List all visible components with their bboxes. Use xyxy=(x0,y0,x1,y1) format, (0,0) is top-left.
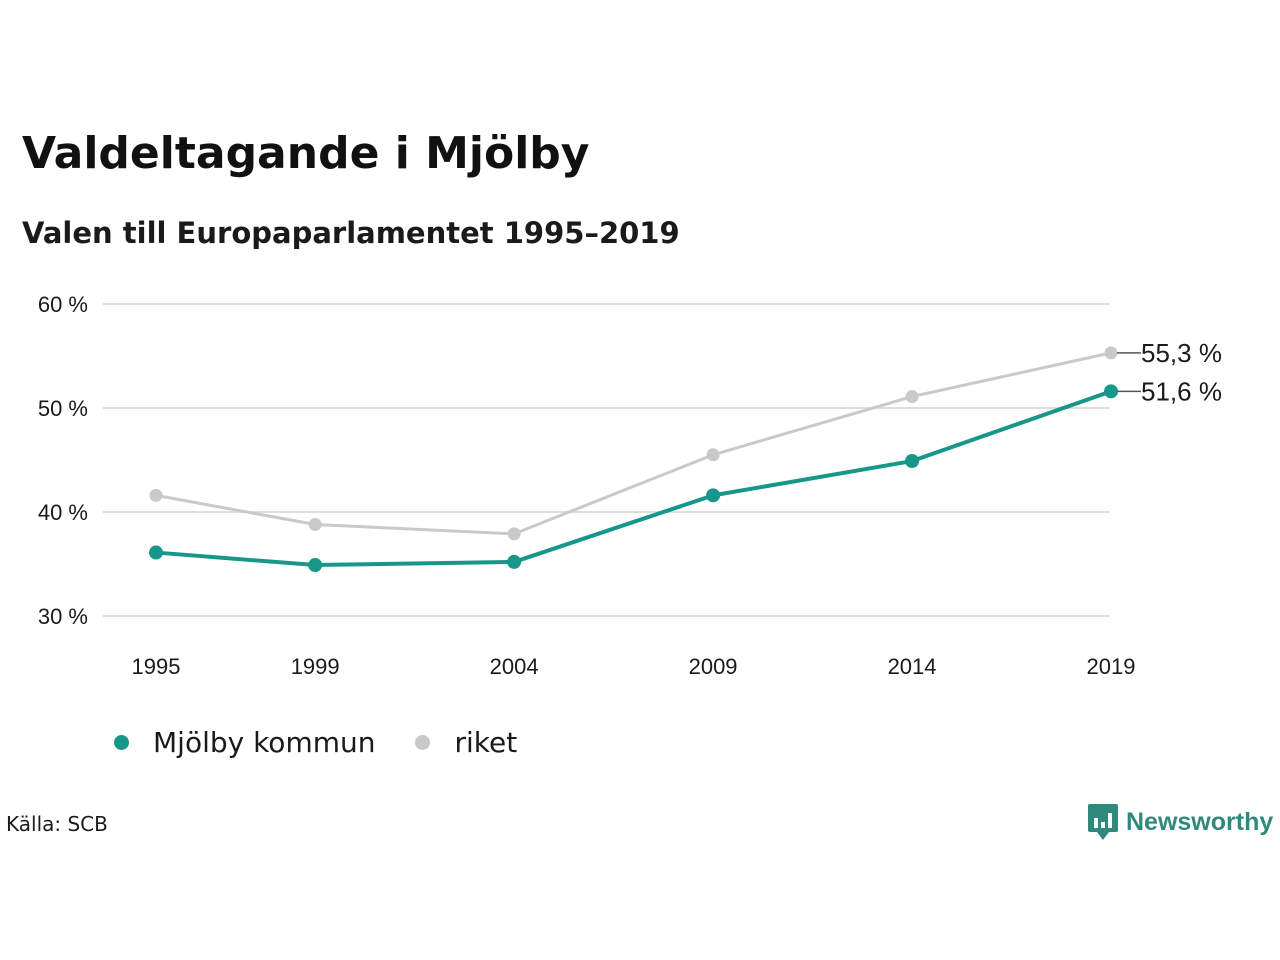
end-label-riket: 55,3 % xyxy=(1141,338,1222,368)
newsworthy-logo-icon xyxy=(1088,804,1118,840)
point-mjolby-2004 xyxy=(507,554,522,569)
legend-dot-mjolby xyxy=(114,735,129,750)
point-riket-1995 xyxy=(149,488,163,502)
point-riket-2014 xyxy=(905,390,919,404)
point-riket-2019 xyxy=(1104,346,1118,360)
end-label-mjolby: 51,6 % xyxy=(1141,376,1222,406)
brand-name: Newsworthy xyxy=(1126,807,1274,836)
legend-label-mjolby: Mjölby kommun xyxy=(153,726,376,759)
x-tick-label-1999: 1999 xyxy=(291,654,340,679)
y-tick-label-30: 30 % xyxy=(38,604,88,629)
point-mjolby-2019 xyxy=(1104,384,1118,399)
source-note: Källa: SCB xyxy=(6,812,108,836)
legend: Mjölby kommun riket xyxy=(114,726,557,759)
x-tick-label-1995: 1995 xyxy=(132,654,181,679)
point-riket-2009 xyxy=(706,448,720,462)
y-tick-label-50: 50 % xyxy=(38,396,88,421)
point-mjolby-2009 xyxy=(706,488,721,503)
y-tick-label-60: 60 % xyxy=(38,292,88,317)
x-tick-label-2014: 2014 xyxy=(888,654,937,679)
brand-logo[interactable]: Newsworthy xyxy=(1088,804,1273,840)
y-tick-label-40: 40 % xyxy=(38,500,88,525)
legend-item-mjolby[interactable]: Mjölby kommun xyxy=(114,726,375,759)
point-riket-1999 xyxy=(308,517,322,531)
x-tick-label-2019: 2019 xyxy=(1087,654,1136,679)
legend-dot-riket xyxy=(415,735,431,750)
series-line-mjolby xyxy=(154,389,1113,568)
point-mjolby-1999 xyxy=(308,558,323,573)
chart-title: Valdeltagande i Mjölby xyxy=(22,128,590,179)
legend-label-riket: riket xyxy=(454,726,518,759)
x-tick-label-2004: 2004 xyxy=(490,654,539,679)
point-mjolby-2014 xyxy=(905,454,920,469)
chart-subtitle: Valen till Europaparlamentet 1995–2019 xyxy=(22,216,680,250)
legend-item-riket[interactable]: riket xyxy=(415,726,517,759)
point-riket-2004 xyxy=(507,527,521,541)
series-line-riket xyxy=(154,351,1113,536)
x-tick-label-2009: 2009 xyxy=(689,654,738,679)
point-mjolby-1995 xyxy=(149,545,163,560)
